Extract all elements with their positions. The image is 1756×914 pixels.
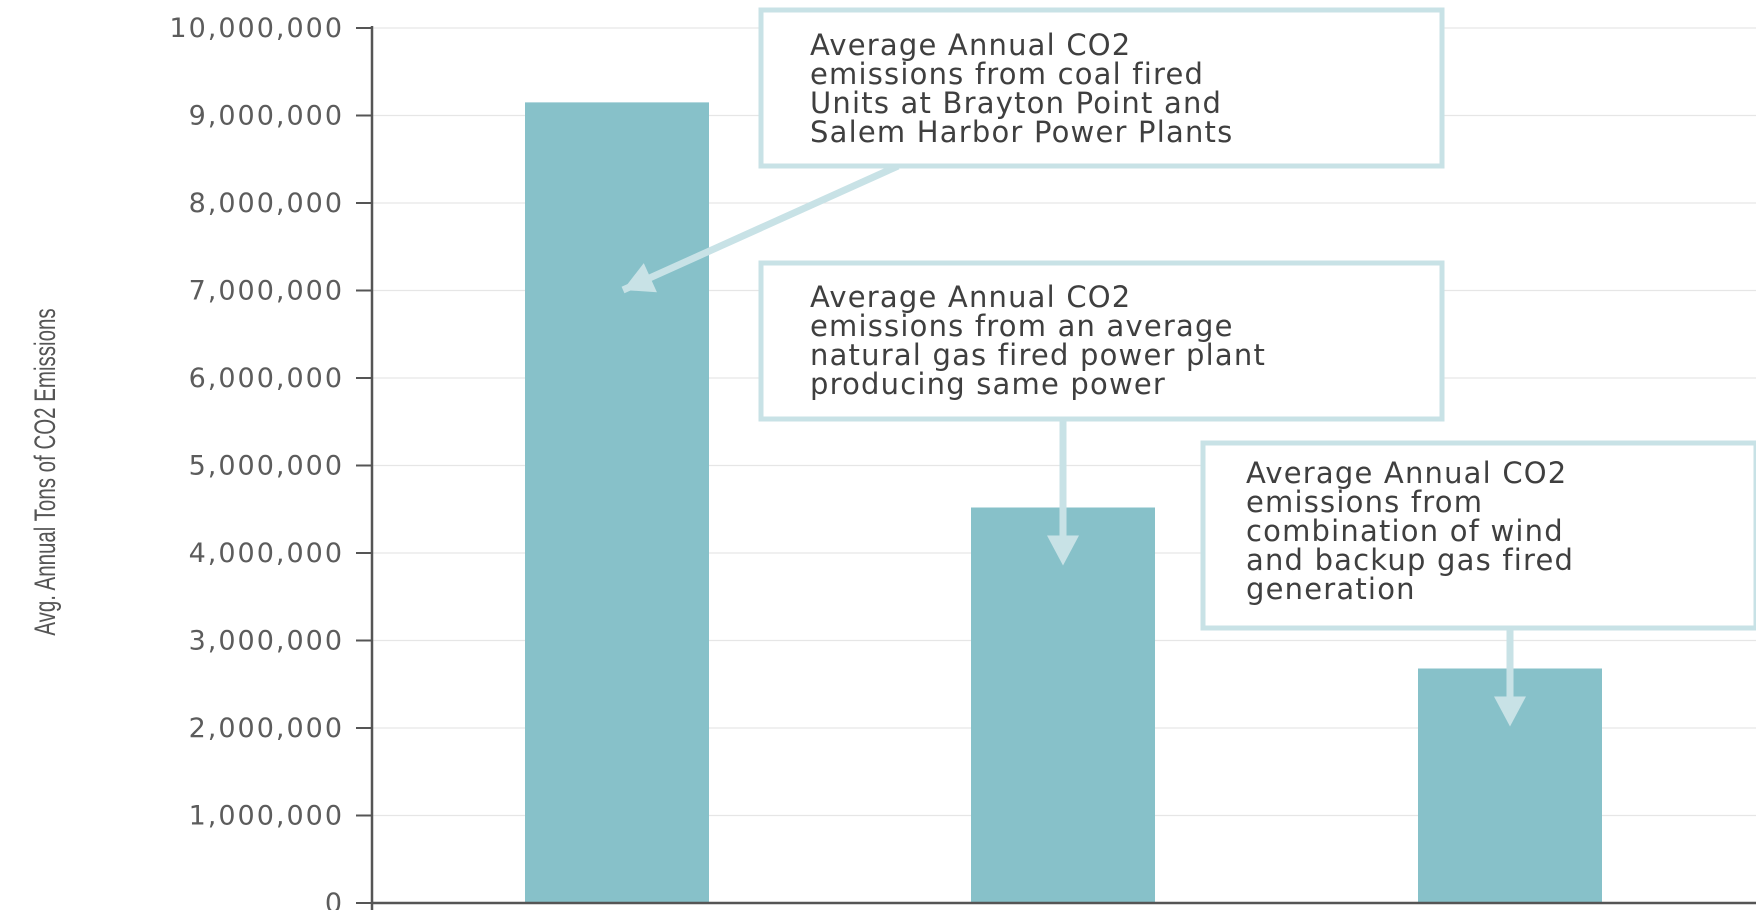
callout-text-line: generation <box>1246 572 1416 606</box>
callout-text-line: natural gas fired power plant <box>810 338 1266 372</box>
callout-text-line: emissions from an average <box>810 309 1234 343</box>
callout-text-line: and backup gas fired <box>1246 543 1574 577</box>
callout-connector <box>621 162 900 294</box>
callout-box <box>758 260 1445 422</box>
y-tick-label: 10,000,000 <box>169 13 344 44</box>
arrowhead-icon <box>1494 696 1526 727</box>
bar <box>971 507 1155 903</box>
callout-text-line: Salem Harbor Power Plants <box>810 115 1233 149</box>
callout-text-line: producing same power <box>810 367 1166 401</box>
y-tick-label: 0 <box>325 888 344 910</box>
callout-text-line: Units at Brayton Point and <box>810 86 1222 120</box>
y-tick-label: 2,000,000 <box>189 713 344 744</box>
y-axis: 0 1,000,000 2,000,000 3,000,000 4,000,000 5,0… <box>169 13 1756 914</box>
y-tick-label: 7,000,000 <box>189 276 344 307</box>
y-axis-title: Avg. Annual Tons of CO2 Emissions <box>29 308 62 635</box>
callout-box <box>758 7 1445 169</box>
y-tick-label: 5,000,000 <box>189 451 344 482</box>
callout-text-line: Average Annual CO2 <box>1246 456 1567 490</box>
arrowhead-icon <box>623 263 657 293</box>
bars <box>525 102 1602 903</box>
y-tick-label: 3,000,000 <box>189 626 344 657</box>
y-tick-label: 4,000,000 <box>189 538 344 569</box>
callout-text-line: emissions from coal fired <box>810 57 1204 91</box>
callout-text-line: emissions from <box>1246 485 1483 519</box>
arrowhead-icon <box>1047 535 1079 566</box>
callout-text-line: combination of wind <box>1246 514 1564 548</box>
y-tick-label: 1,000,000 <box>189 801 344 832</box>
y-tick-label: 8,000,000 <box>189 188 344 219</box>
bar <box>525 102 709 903</box>
y-tick-label: 9,000,000 <box>189 101 344 132</box>
callout-text-line: Average Annual CO2 <box>810 28 1131 62</box>
callout-text-line: Average Annual CO2 <box>810 280 1131 314</box>
callout-box <box>1200 440 1756 631</box>
y-tick-label: 6,000,000 <box>189 363 344 394</box>
